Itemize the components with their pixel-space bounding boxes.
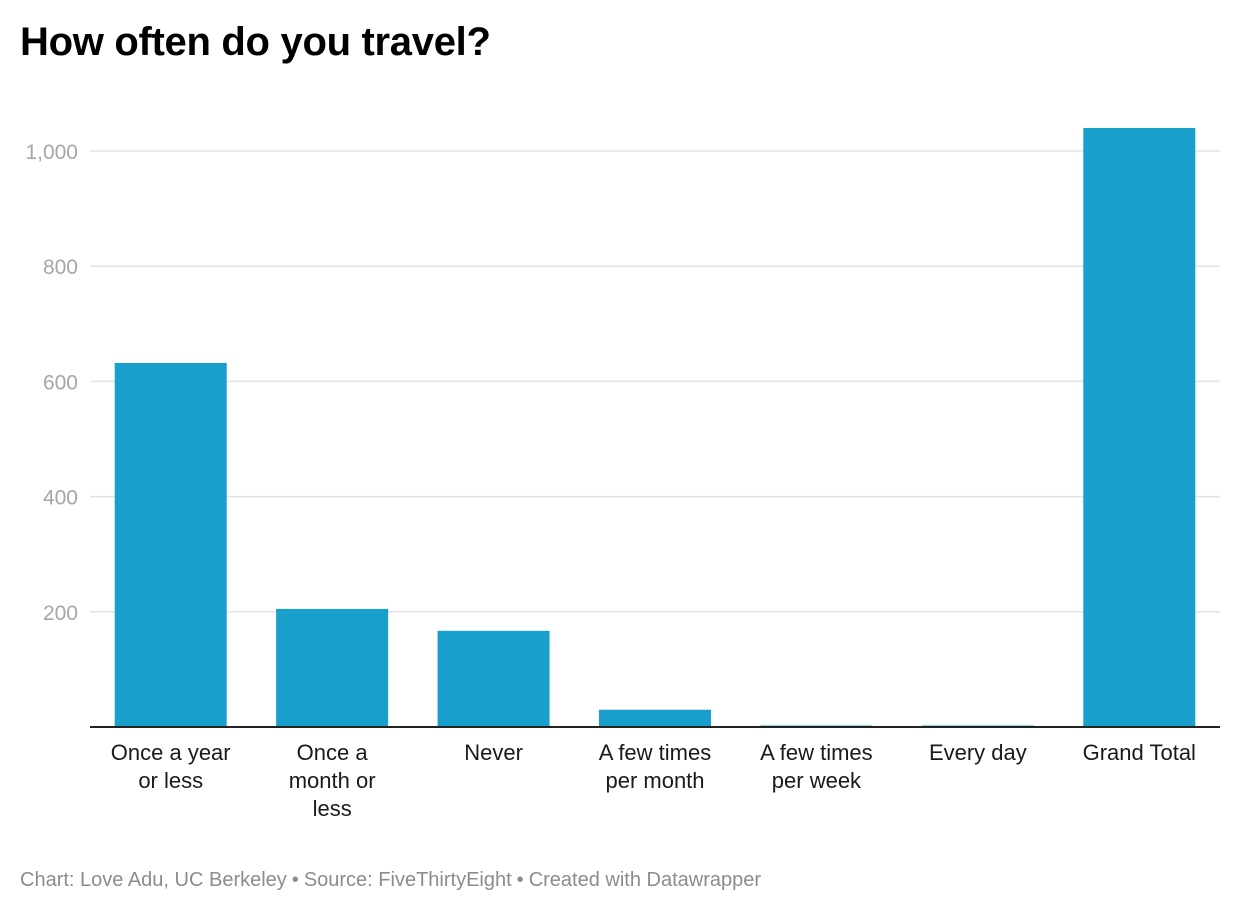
x-axis-category-labels: Once a year or less Once a month or less Neve… <box>111 740 1196 821</box>
bar <box>437 630 550 727</box>
x-category-label-line: per week <box>772 768 862 793</box>
chart-footer: Chart: Love Adu, UC Berkeley • Source: Fiv… <box>20 868 761 892</box>
bar <box>276 608 389 727</box>
x-category-label-line: Once a <box>297 740 369 765</box>
x-category-label: Never <box>464 740 523 765</box>
x-category-label: Once a year or less <box>111 740 231 793</box>
y-tick-label: 400 <box>43 487 78 510</box>
y-tick-label: 200 <box>43 602 78 625</box>
bar <box>1083 127 1196 727</box>
footer-separator: • <box>516 869 524 891</box>
bars <box>114 127 1196 727</box>
x-category-label-line: A few times <box>760 740 872 765</box>
x-category-label-line: A few times <box>599 740 711 765</box>
x-category-label-line: or less <box>138 768 203 793</box>
y-tick-label: 800 <box>43 256 78 279</box>
y-axis-tick-labels: 200 400 600 800 1,000 <box>25 141 78 625</box>
x-category-label-line: less <box>313 796 352 821</box>
x-category-label-line: per month <box>605 768 704 793</box>
footer-tool: Created with Datawrapper <box>528 869 762 891</box>
x-category-label-line: Never <box>464 740 523 765</box>
x-category-label: Every day <box>929 740 1027 765</box>
x-category-label: A few times per month <box>599 740 711 793</box>
gridlines <box>90 150 1220 613</box>
x-category-label-line: month or <box>289 768 376 793</box>
x-category-label: A few times per week <box>760 740 872 793</box>
footer-credit: Chart: Love Adu, UC Berkeley <box>20 869 287 891</box>
x-category-label-line: Once a year <box>111 740 231 765</box>
y-tick-label: 600 <box>43 371 78 394</box>
bar <box>599 709 711 727</box>
x-category-label: Once a month or less <box>289 740 376 821</box>
chart-title: How often do you travel? <box>20 20 491 64</box>
footer-source: Source: FiveThirtyEight <box>303 869 512 891</box>
x-category-label-line: Grand Total <box>1083 740 1196 765</box>
x-category-label-line: Every day <box>929 740 1027 765</box>
y-tick-label: 1,000 <box>25 141 78 164</box>
bar <box>114 362 227 727</box>
x-category-label: Grand Total <box>1083 740 1196 765</box>
footer-separator: • <box>291 869 299 891</box>
